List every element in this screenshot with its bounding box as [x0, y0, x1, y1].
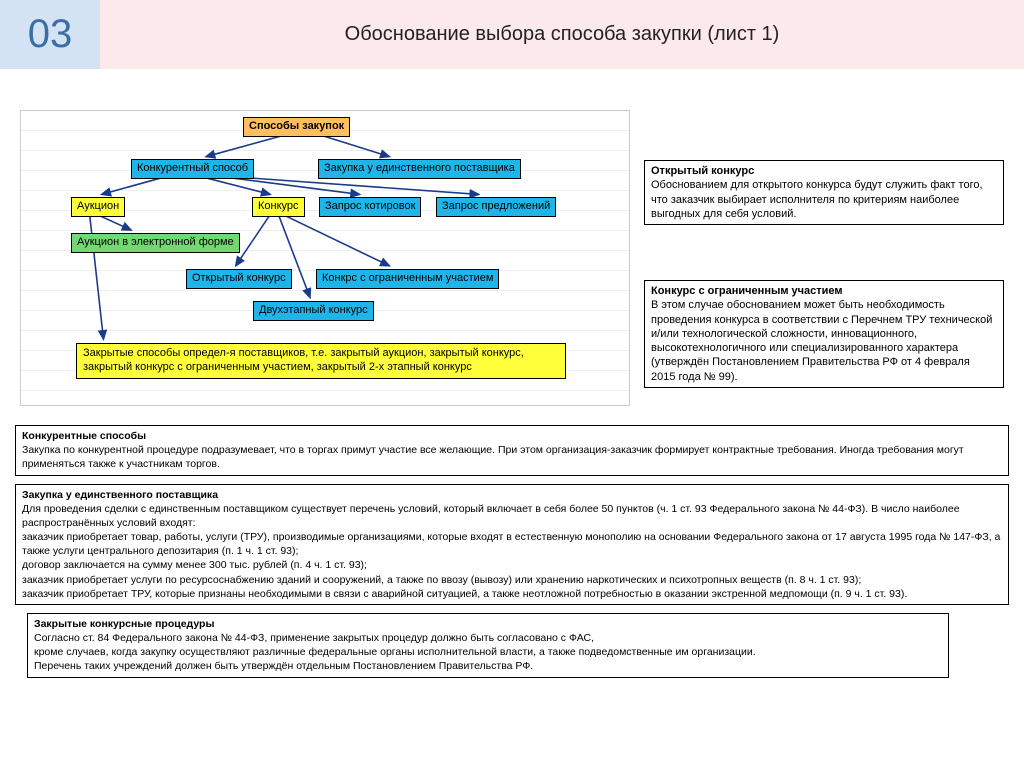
- bottom-section: Конкурентные способы Закупка по конкурен…: [15, 425, 1009, 686]
- node-quote: Запрос котировок: [319, 197, 421, 217]
- card-body: Обоснованием для открытого конкурса буду…: [651, 178, 997, 221]
- page-title: Обоснование выбора способа закупки (лист…: [345, 23, 780, 46]
- flowchart-grid: Способы закупок Конкурентный способ Заку…: [20, 110, 630, 406]
- node-single-supplier: Закупка у единственного поставщика: [318, 159, 521, 179]
- side-card-open-contest: Открытый конкурс Обоснованием для открыт…: [644, 160, 1004, 225]
- node-limited-contest: Конкрс с ограниченным участием: [316, 269, 499, 289]
- card-competitive: Конкурентные способы Закупка по конкурен…: [15, 425, 1009, 476]
- card-title: Конкурс с ограниченным участием: [651, 284, 997, 298]
- card-single-supplier: Закупка у единственного поставщика Для п…: [15, 484, 1009, 605]
- node-auction: Аукцион: [71, 197, 125, 217]
- node-offer: Запрос предложений: [436, 197, 556, 217]
- side-card-limited-contest: Конкурс с ограниченным участием В этом с…: [644, 280, 1004, 388]
- node-two-step: Двухэтапный конкурс: [253, 301, 374, 321]
- node-e-auction: Аукцион в электронной форме: [71, 233, 240, 253]
- card-title: Закрытые конкурсные процедуры: [34, 618, 214, 630]
- header: 03 Обоснование выбора способа закупки (л…: [0, 0, 1024, 70]
- card-title: Открытый конкурс: [651, 164, 997, 178]
- node-competitive: Конкурентный способ: [131, 159, 254, 179]
- card-closed-procedures: Закрытые конкурсные процедуры Согласно с…: [27, 613, 949, 678]
- node-open-contest: Открытый конкурс: [186, 269, 292, 289]
- node-closed: Закрытые способы определ-я поставщиков, …: [76, 343, 566, 379]
- node-root: Способы закупок: [243, 117, 350, 137]
- title-wrap: Обоснование выбора способа закупки (лист…: [100, 0, 1024, 69]
- card-title: Конкурентные способы: [22, 430, 146, 442]
- card-body: Закупка по конкурентной процедуре подраз…: [22, 444, 964, 470]
- card-body: Согласно ст. 84 Федерального закона № 44…: [34, 632, 756, 672]
- card-body: Для проведения сделки с единственным пос…: [22, 503, 1000, 600]
- card-title: Закупка у единственного поставщика: [22, 489, 218, 501]
- card-body: В этом случае обоснованием может быть не…: [651, 298, 997, 384]
- slide-number: 03: [0, 0, 100, 69]
- node-contest: Конкурс: [252, 197, 305, 217]
